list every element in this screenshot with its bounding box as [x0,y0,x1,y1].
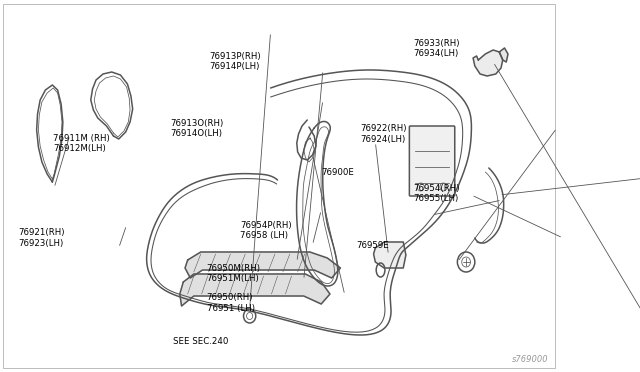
Text: 76954(RH)
76955(LH): 76954(RH) 76955(LH) [413,184,460,203]
Text: 76950(RH)
76951 (LH): 76950(RH) 76951 (LH) [207,294,255,313]
Text: SEE SEC.240: SEE SEC.240 [173,337,228,346]
Polygon shape [180,274,330,306]
Polygon shape [185,252,340,278]
Polygon shape [499,48,508,62]
Text: 76950M(RH)
76951M(LH): 76950M(RH) 76951M(LH) [207,264,260,283]
Text: 76922(RH)
76924(LH): 76922(RH) 76924(LH) [360,124,407,144]
Text: 76900E: 76900E [321,169,354,177]
Text: 76911M (RH)
76912M(LH): 76911M (RH) 76912M(LH) [53,134,110,153]
Text: 76933(RH)
76934(LH): 76933(RH) 76934(LH) [413,39,460,58]
Text: 76913P(RH)
76914P(LH): 76913P(RH) 76914P(LH) [209,52,261,71]
Polygon shape [374,242,406,268]
Text: 76921(RH)
76923(LH): 76921(RH) 76923(LH) [18,228,65,248]
FancyBboxPatch shape [410,126,455,196]
Text: 76954P(RH)
76958 (LH): 76954P(RH) 76958 (LH) [240,221,292,240]
Polygon shape [473,50,503,76]
Text: 76959E: 76959E [356,241,389,250]
Text: 76913O(RH)
76914O(LH): 76913O(RH) 76914O(LH) [170,119,223,138]
Text: s769000: s769000 [511,355,548,364]
